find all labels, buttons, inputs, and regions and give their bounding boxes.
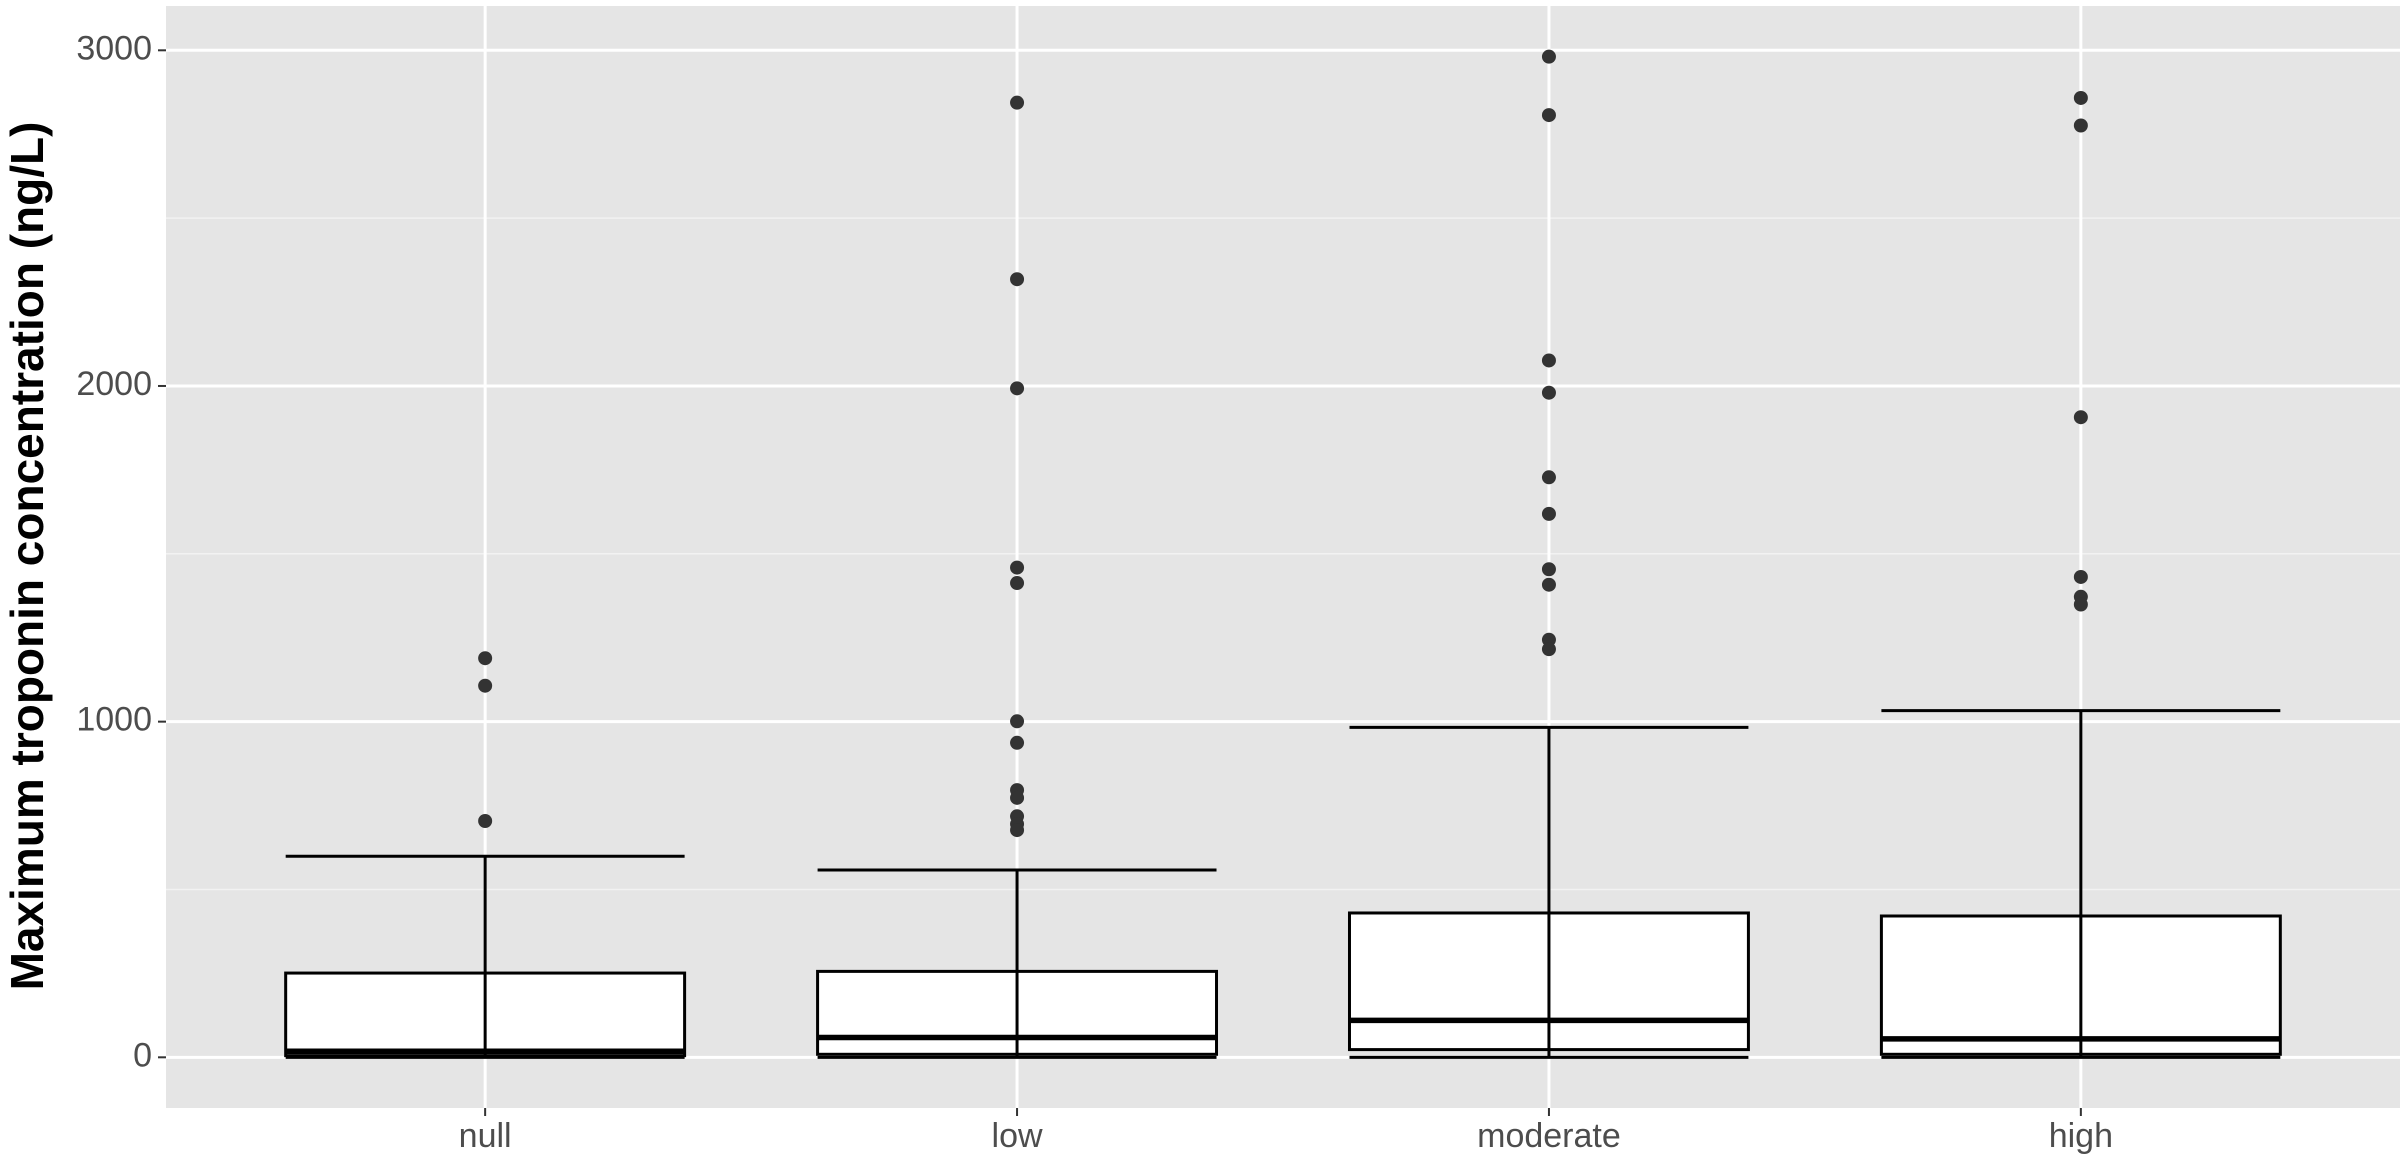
x-tick-label: high — [2049, 1117, 2113, 1155]
outlier — [478, 814, 493, 829]
outlier — [1010, 823, 1025, 838]
x-tick-label: low — [992, 1117, 1043, 1155]
outlier — [1010, 272, 1025, 287]
x-tick-label: null — [459, 1117, 512, 1155]
outlier — [2073, 569, 2088, 584]
outlier — [1010, 576, 1025, 591]
outlier — [1541, 470, 1556, 485]
outlier — [1541, 562, 1556, 577]
y-tick-label: 0 — [133, 1036, 152, 1074]
outlier — [1541, 353, 1556, 368]
outlier — [1010, 714, 1025, 729]
outlier — [2073, 410, 2088, 425]
outlier — [2073, 90, 2088, 105]
y-tick-label: 1000 — [76, 701, 152, 739]
outlier — [2073, 118, 2088, 133]
outlier — [1010, 790, 1025, 805]
outlier — [1541, 385, 1556, 400]
outlier — [1010, 735, 1025, 750]
outlier — [1541, 577, 1556, 592]
x-tick-label: moderate — [1477, 1117, 1621, 1155]
y-tick-label: 3000 — [76, 29, 152, 67]
outlier — [1010, 560, 1025, 575]
outlier — [1010, 95, 1025, 110]
outlier — [1541, 49, 1556, 64]
outlier — [478, 651, 493, 666]
y-axis-title: Maximum troponin concentration (ng/L) — [1, 122, 53, 991]
outlier — [478, 678, 493, 693]
outlier — [2073, 597, 2088, 612]
y-tick-label: 2000 — [76, 365, 152, 403]
outlier — [1541, 108, 1556, 123]
outlier — [1010, 381, 1025, 396]
outlier — [1541, 642, 1556, 657]
outlier — [1541, 506, 1556, 521]
